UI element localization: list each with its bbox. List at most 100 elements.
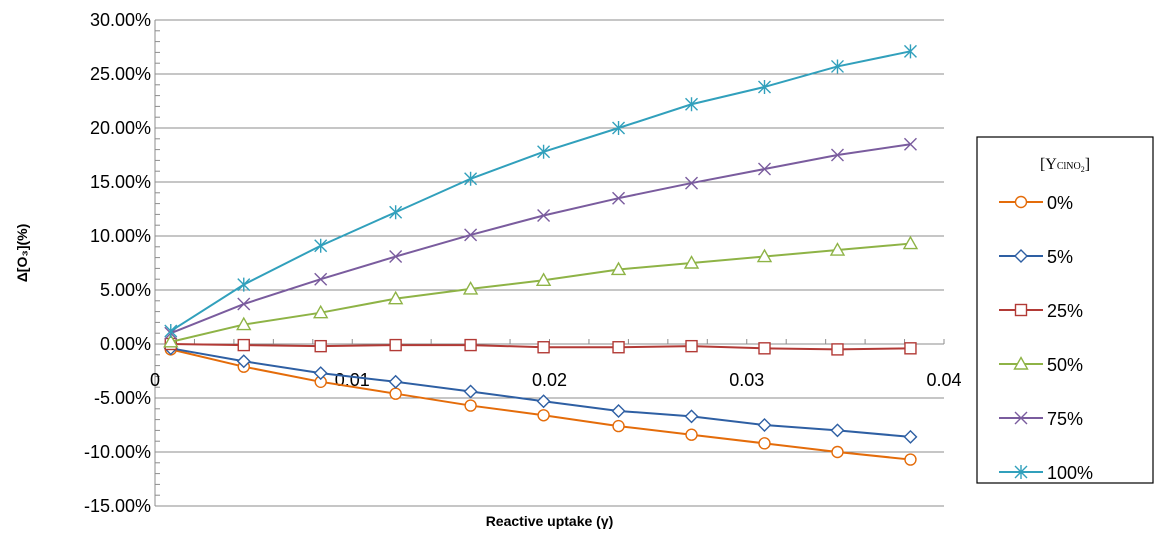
y-axis-title: Δ[O₃](%) xyxy=(14,224,30,283)
data-point xyxy=(758,79,771,94)
data-point xyxy=(535,272,552,286)
legend-title-main: [Y xyxy=(1040,156,1057,173)
data-point xyxy=(685,339,698,353)
legend-item: 75% xyxy=(999,409,1083,429)
legend-label: 75% xyxy=(1047,409,1083,429)
x-axis-title: Reactive uptake (γ) xyxy=(486,513,614,529)
data-point xyxy=(537,144,551,159)
data-point xyxy=(237,297,251,311)
data-point xyxy=(312,304,329,319)
data-point xyxy=(758,342,771,355)
data-point xyxy=(389,338,402,352)
gridlines xyxy=(154,19,945,507)
data-point xyxy=(464,228,478,242)
series-100pct xyxy=(164,44,917,339)
legend-label: 0% xyxy=(1047,193,1073,213)
data-point xyxy=(463,384,478,399)
y-tick-label: -15.00% xyxy=(84,496,151,516)
data-point xyxy=(612,419,625,433)
series-75pct xyxy=(164,137,917,340)
data-point xyxy=(903,137,917,151)
legend-item: 0% xyxy=(999,193,1073,213)
series-50pct xyxy=(163,235,919,348)
legend-swatch-marker xyxy=(1014,465,1028,479)
legend-swatch-marker xyxy=(1014,195,1028,209)
data-point xyxy=(314,272,328,286)
legend-label: 50% xyxy=(1047,355,1083,375)
data-point xyxy=(236,354,251,369)
data-point xyxy=(389,250,403,264)
legend-title-sub2: 2 xyxy=(1081,165,1085,174)
y-tick-label: -5.00% xyxy=(94,388,151,408)
y-tick-label: 20.00% xyxy=(90,118,151,138)
x-tick-label: 0.04 xyxy=(926,370,961,390)
data-point xyxy=(537,409,550,422)
data-point xyxy=(830,59,844,74)
data-point xyxy=(831,343,844,356)
y-tick-label: -10.00% xyxy=(84,442,151,462)
legend-title-close: ] xyxy=(1085,156,1090,173)
data-point xyxy=(464,338,477,352)
data-point xyxy=(314,238,328,253)
data-point xyxy=(236,316,252,331)
legend-label: 5% xyxy=(1047,247,1073,267)
data-point xyxy=(237,277,251,292)
data-point xyxy=(462,280,479,295)
legend-item: 5% xyxy=(999,247,1073,267)
data-point xyxy=(830,423,845,438)
data-point xyxy=(610,261,627,276)
data-point xyxy=(163,333,179,348)
data-point xyxy=(758,437,771,450)
data-point xyxy=(829,242,846,256)
data-point xyxy=(237,338,250,352)
y-tick-label: 5.00% xyxy=(100,280,151,300)
data-point xyxy=(904,342,917,355)
data-point xyxy=(389,387,402,400)
data-point xyxy=(612,121,626,135)
data-point xyxy=(685,97,699,112)
x-tick-label: 0.02 xyxy=(532,370,567,390)
data-point xyxy=(685,428,698,441)
data-point xyxy=(904,453,917,466)
data-point xyxy=(387,290,404,305)
legend-item: 25% xyxy=(999,301,1083,321)
data-point xyxy=(389,205,403,220)
series-line xyxy=(170,347,911,438)
data-point xyxy=(388,374,403,389)
data-point xyxy=(537,208,551,222)
legend-swatch-marker xyxy=(1014,411,1028,425)
x-tick-label: 0 xyxy=(150,370,160,390)
series-line xyxy=(170,50,911,332)
data-point xyxy=(757,418,772,432)
legend-swatch-marker xyxy=(1013,356,1029,370)
data-point xyxy=(612,341,625,354)
data-point xyxy=(164,324,178,339)
x-tick-label: 0.03 xyxy=(729,370,764,390)
legend: [YClNO2] 0% 5% 25% 50% 75% 100% xyxy=(976,136,1154,484)
tick-labels: -15.00% -10.00% -5.00% 0.00% 5.00% 10.00% 15.0… xyxy=(84,10,962,516)
data-point xyxy=(612,191,626,205)
legend-swatch-marker xyxy=(1014,249,1028,263)
y-tick-label: 30.00% xyxy=(90,10,151,30)
data-point xyxy=(314,339,327,353)
legend-title-sub: ClNO xyxy=(1057,161,1081,172)
y-tick-label: 0.00% xyxy=(100,334,151,354)
data-point xyxy=(685,176,699,190)
data-point xyxy=(684,409,699,424)
y-tick-label: 10.00% xyxy=(90,226,151,246)
data-point xyxy=(903,429,918,444)
data-point xyxy=(464,399,477,412)
legend-swatch-marker xyxy=(1014,303,1028,317)
data-point xyxy=(830,148,844,162)
data-point xyxy=(537,341,550,354)
legend-label: 100% xyxy=(1047,463,1093,483)
data-point xyxy=(756,248,773,263)
legend-item: 50% xyxy=(999,355,1083,375)
series xyxy=(163,44,919,466)
data-point xyxy=(536,394,551,409)
data-point xyxy=(903,44,917,59)
legend-item: 100% xyxy=(999,463,1093,483)
series-line xyxy=(170,143,911,335)
